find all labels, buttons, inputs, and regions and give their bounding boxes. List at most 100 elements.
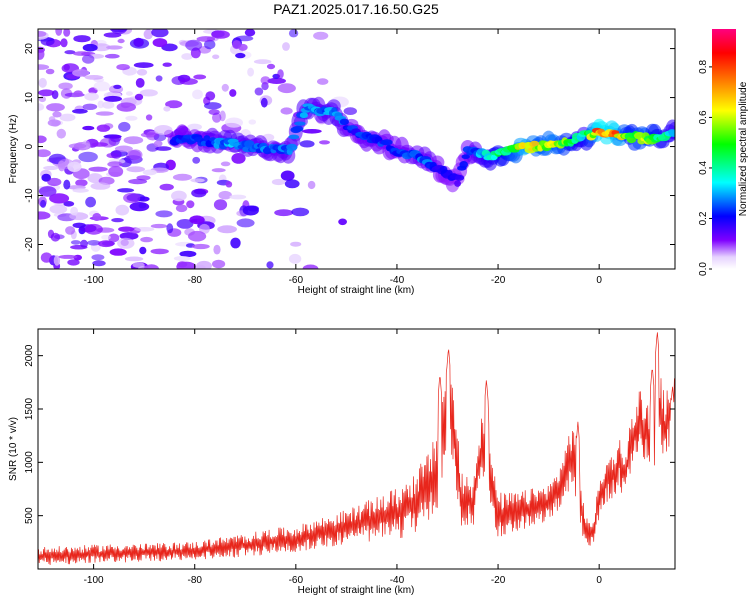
noise-cell (67, 161, 82, 172)
noise-cell (212, 259, 226, 269)
noise-cell (138, 203, 147, 209)
noise-cell (50, 232, 61, 242)
noise-cell (38, 77, 47, 88)
noise-cell (72, 222, 86, 228)
noise-cell (151, 29, 169, 38)
noise-cell (266, 261, 274, 269)
noise-cell (38, 64, 50, 70)
noise-cell (290, 241, 302, 247)
noise-cell (225, 117, 243, 128)
noise-cell (211, 30, 230, 39)
snr-panel: -100 -80 -60 -40 -20 0 500 1000 1500 2000 Height … (8, 328, 676, 596)
snr-series-line (38, 332, 675, 566)
noise-cell (267, 77, 287, 84)
noise-cell (128, 149, 143, 161)
noise-cell (277, 83, 296, 94)
noise-cell (91, 142, 108, 147)
noise-cell (175, 204, 188, 213)
noise-cell (110, 135, 122, 143)
noise-cell (68, 143, 87, 149)
noise-cell (128, 178, 148, 185)
noise-cell (58, 254, 78, 259)
noise-cell (73, 35, 91, 43)
noise-cell (70, 244, 88, 250)
noise-cell (40, 252, 53, 263)
noise-cell (55, 29, 63, 36)
noise-cell (103, 95, 123, 102)
y-tick-label: 1000 (24, 451, 35, 474)
noise-cell (67, 259, 80, 266)
noise-cell (59, 113, 76, 122)
noise-cell (97, 100, 105, 109)
noise-cell (253, 59, 272, 65)
noise-cell (192, 156, 201, 164)
noise-cell (124, 256, 144, 262)
noise-cell (72, 69, 90, 77)
noise-cell (313, 31, 329, 40)
noise-cell (185, 39, 203, 51)
y-tick-label: -10 (24, 188, 35, 203)
noise-cell (82, 43, 98, 52)
x-tick-label: -80 (187, 275, 202, 286)
noise-cell (113, 84, 122, 89)
noise-cell (144, 264, 159, 269)
noise-cell (109, 29, 128, 33)
noise-cell (187, 123, 203, 131)
x-tick-label: -40 (390, 575, 405, 586)
noise-cell (38, 89, 55, 97)
noise-cell (118, 226, 135, 232)
noise-cell (90, 182, 111, 190)
noise-cell (338, 218, 347, 226)
noise-cell (159, 183, 174, 191)
noise-cell (38, 211, 51, 220)
ridge-cell (292, 125, 304, 132)
noise-cell (101, 234, 111, 240)
noise-cell (72, 51, 91, 56)
noise-cell (248, 119, 257, 125)
noise-cell (38, 46, 45, 53)
noise-cell (132, 262, 145, 268)
noise-cell (195, 264, 206, 269)
noise-cell (139, 246, 147, 255)
noise-cell (280, 107, 293, 115)
noise-cell (165, 100, 183, 109)
noise-cell (208, 109, 220, 115)
x-tick-label: 0 (596, 275, 602, 286)
noise-cell (103, 32, 122, 38)
noise-cell (96, 124, 111, 132)
noise-cell (98, 240, 115, 248)
noise-cell (38, 135, 47, 144)
noise-cell (302, 129, 322, 134)
colorbar-tick-label: 0.0 (698, 262, 709, 276)
noise-cell (108, 233, 120, 243)
noise-cell (40, 199, 47, 208)
noise-cell (232, 40, 242, 50)
noise-cell (117, 188, 135, 193)
noise-cell (247, 67, 255, 77)
noise-cell (46, 103, 65, 112)
y-tick-label: 10 (24, 92, 35, 104)
noise-cell (38, 96, 47, 103)
noise-cell (176, 219, 194, 229)
x-tick-label: -20 (491, 275, 506, 286)
noise-cell (78, 151, 98, 163)
x-tick-label: -40 (390, 275, 405, 286)
noise-cell (126, 166, 145, 173)
noise-cell (288, 253, 302, 264)
noise-cell (343, 107, 357, 115)
noise-cell (191, 188, 207, 198)
noise-cell (70, 206, 78, 216)
noise-cell (188, 230, 207, 242)
noise-cell (45, 68, 55, 75)
noise-cell (221, 83, 229, 92)
noise-cell (231, 153, 246, 164)
noise-cell (38, 149, 51, 158)
noise-cell (235, 35, 254, 42)
noise-cell (82, 125, 95, 131)
noise-cell (212, 112, 222, 123)
noise-cell (108, 166, 124, 177)
noise-cell (274, 209, 294, 217)
x-tick-label: 0 (596, 575, 602, 586)
noise-cell (218, 190, 232, 200)
